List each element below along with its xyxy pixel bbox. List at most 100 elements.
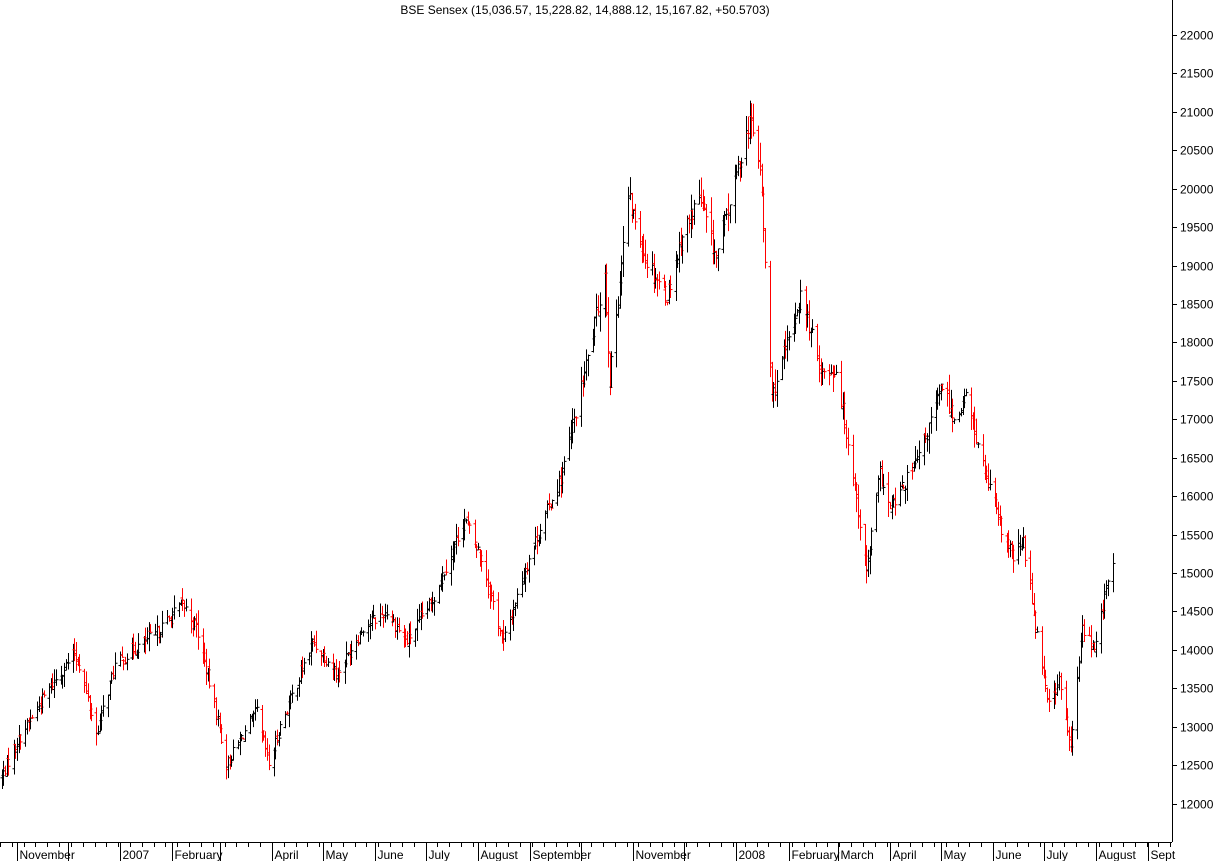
ohlc-bar bbox=[780, 355, 785, 381]
ohlc-bar bbox=[1047, 688, 1052, 713]
ohlc-bar bbox=[408, 621, 413, 645]
ohlc-bar bbox=[89, 702, 94, 722]
ohlc-bar bbox=[207, 658, 212, 689]
ohlc-bar bbox=[147, 622, 152, 652]
ohlc-bar bbox=[1106, 579, 1111, 597]
ohlc-bar bbox=[1082, 619, 1087, 643]
ohlc-bar bbox=[420, 601, 425, 619]
ohlc-bar bbox=[917, 440, 922, 470]
ohlc-bar bbox=[614, 299, 619, 368]
ohlc-bar bbox=[609, 351, 614, 388]
x-tick-label: September bbox=[533, 848, 592, 861]
ohlc-bar bbox=[278, 720, 283, 737]
y-tick-label: 21000 bbox=[1180, 106, 1214, 120]
ohlc-bar bbox=[77, 654, 82, 673]
ohlc-bar bbox=[969, 387, 974, 430]
y-tick-label: 18500 bbox=[1180, 298, 1214, 312]
ohlc-bar bbox=[111, 665, 116, 680]
y-tick-label: 13500 bbox=[1180, 682, 1214, 696]
ohlc-bar bbox=[1070, 720, 1075, 756]
ohlc-bar bbox=[54, 669, 59, 686]
y-tick-label: 17500 bbox=[1180, 375, 1214, 389]
ohlc-bar bbox=[881, 473, 886, 495]
ohlc-bar bbox=[172, 595, 177, 620]
ohlc-bar bbox=[267, 744, 272, 771]
ohlc-bar bbox=[996, 501, 1001, 526]
ohlc-bar bbox=[155, 615, 160, 647]
ohlc-bar bbox=[312, 635, 317, 647]
x-tick-label: February bbox=[175, 848, 223, 861]
ohlc-bar bbox=[945, 381, 950, 407]
ohlc-bar bbox=[798, 279, 803, 314]
ohlc-bar bbox=[180, 588, 185, 612]
ohlc-bar bbox=[356, 635, 361, 647]
ohlc-bar bbox=[456, 527, 461, 547]
ohlc-bar bbox=[1104, 580, 1109, 600]
x-tick-label: November bbox=[636, 848, 691, 861]
chart-title: BSE Sensex (15,036.57, 15,228.82, 14,888… bbox=[400, 3, 770, 17]
ohlc-bar bbox=[314, 630, 319, 654]
ohlc-bar bbox=[165, 609, 170, 625]
ohlc-bar bbox=[1028, 550, 1033, 590]
ohlc-bar bbox=[1059, 672, 1064, 700]
ohlc-bar bbox=[555, 479, 560, 506]
ohlc-bar bbox=[194, 613, 199, 638]
ohlc-bar bbox=[866, 549, 871, 577]
x-tick-label: June bbox=[378, 848, 404, 861]
ohlc-bar bbox=[248, 713, 253, 735]
ohlc-bar bbox=[484, 550, 489, 588]
ohlc-bar bbox=[229, 755, 234, 767]
ohlc-bar bbox=[815, 323, 820, 362]
ohlc-bar bbox=[1087, 626, 1092, 637]
ohlc-bar bbox=[94, 707, 99, 746]
ohlc-bar bbox=[326, 657, 331, 668]
ohlc-bar bbox=[773, 369, 778, 402]
ohlc-bar bbox=[160, 610, 165, 638]
ohlc-bar bbox=[118, 651, 123, 667]
ohlc-bar bbox=[598, 292, 603, 332]
ohlc-bar bbox=[307, 652, 312, 665]
x-tick-label: March bbox=[841, 848, 874, 861]
ohlc-bar bbox=[856, 484, 861, 529]
ohlc-bar bbox=[974, 418, 979, 444]
ohlc-bar bbox=[1011, 544, 1016, 573]
ohlc-bar bbox=[413, 628, 418, 647]
ohlc-bar bbox=[525, 562, 530, 575]
y-tick-label: 21500 bbox=[1180, 67, 1214, 81]
ohlc-bar bbox=[1045, 687, 1050, 703]
ohlc-bar bbox=[275, 729, 280, 746]
y-tick-label: 16000 bbox=[1180, 490, 1214, 504]
ohlc-bar bbox=[371, 604, 376, 618]
ohlc-bar bbox=[699, 177, 704, 207]
ohlc-bar bbox=[628, 177, 633, 201]
ohlc-bar bbox=[370, 610, 375, 631]
ohlc-bar bbox=[736, 155, 741, 177]
x-tick-label: Sept bbox=[1151, 848, 1176, 861]
ohlc-bar bbox=[66, 652, 71, 670]
ohlc-bar bbox=[196, 610, 201, 650]
y-tick-label: 12000 bbox=[1180, 798, 1214, 812]
ohlc-bar bbox=[148, 624, 153, 633]
ohlc-bar bbox=[295, 687, 300, 701]
ohlc-bar bbox=[444, 559, 449, 576]
x-tick-label: February bbox=[792, 848, 840, 861]
ohlc-bar bbox=[368, 614, 373, 640]
ohlc-bar bbox=[425, 601, 430, 619]
ohlc-bar bbox=[243, 725, 248, 742]
ohlc-bar bbox=[858, 509, 863, 541]
ohlc-bar bbox=[626, 186, 631, 247]
ohlc-bar bbox=[1099, 603, 1104, 654]
ohlc-bar bbox=[415, 608, 420, 642]
x-tick-label: May bbox=[944, 848, 967, 861]
ohlc-bar bbox=[84, 671, 89, 695]
ohlc-bar bbox=[905, 464, 910, 502]
ohlc-bar bbox=[302, 657, 307, 675]
ohlc-bar bbox=[950, 398, 955, 433]
x-tick-label: April bbox=[275, 848, 299, 861]
y-tick-label: 22000 bbox=[1180, 29, 1214, 43]
ohlc-bar bbox=[393, 617, 398, 638]
ohlc-bar bbox=[547, 493, 552, 511]
ohlc-bar bbox=[582, 361, 587, 388]
ohlc-bar bbox=[226, 755, 231, 779]
ohlc-bar bbox=[6, 747, 11, 776]
